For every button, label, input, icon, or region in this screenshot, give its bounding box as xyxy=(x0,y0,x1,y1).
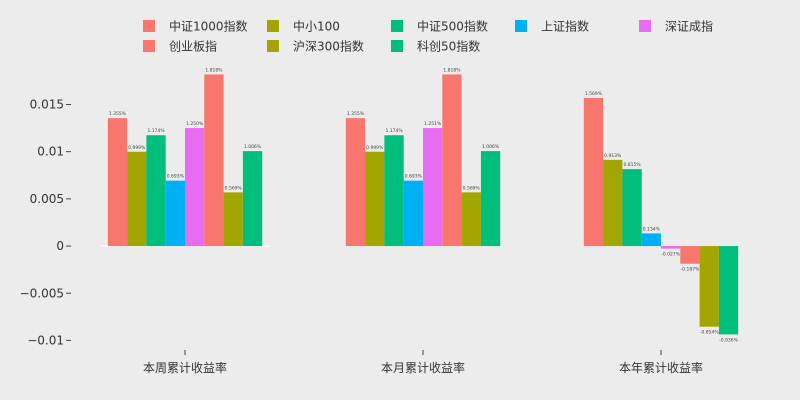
bar xyxy=(365,152,384,246)
bar xyxy=(146,135,165,246)
legend-label: 上证指数 xyxy=(541,19,589,34)
data-label: 1.250% xyxy=(186,121,204,127)
legend-swatch xyxy=(143,40,155,52)
bar xyxy=(661,246,680,249)
legend-item[interactable]: 沪深300指数 xyxy=(267,39,364,54)
bar xyxy=(384,135,403,246)
y-tick-label: 0.005 xyxy=(30,192,64,206)
data-label: 1.006% xyxy=(482,144,500,150)
bar xyxy=(719,246,738,334)
legend-label: 中证1000指数 xyxy=(169,19,248,34)
bars xyxy=(108,74,738,334)
y-tick-label: −0.01 xyxy=(27,333,64,347)
bar xyxy=(346,118,365,246)
bar xyxy=(481,151,500,246)
data-label: 0.999% xyxy=(128,145,146,151)
legend-item[interactable]: 科创50指数 xyxy=(391,39,480,54)
legend-item[interactable]: 创业板指 xyxy=(143,39,217,54)
data-label: -0.936% xyxy=(719,337,739,343)
y-tick-label: −0.005 xyxy=(20,286,64,300)
data-label: -0.027% xyxy=(661,252,681,258)
data-label: 0.999% xyxy=(366,145,384,151)
data-label: 1.355% xyxy=(109,111,127,117)
bar xyxy=(127,152,146,246)
bar xyxy=(462,192,481,246)
bar xyxy=(423,128,442,246)
data-label: 0.815% xyxy=(623,162,641,168)
bar xyxy=(680,246,699,264)
legend-label: 中小100 xyxy=(293,19,340,34)
bar xyxy=(204,74,223,246)
legend-label: 沪深300指数 xyxy=(293,39,364,54)
legend-item[interactable]: 上证指数 xyxy=(515,19,589,34)
bar xyxy=(642,233,661,246)
y-tick-label: 0.01 xyxy=(37,145,64,159)
legend-swatch xyxy=(143,20,155,32)
legend-label: 科创50指数 xyxy=(417,39,480,54)
bar xyxy=(404,181,423,246)
legend-label: 深证成指 xyxy=(665,19,713,34)
legend-item[interactable]: 中证500指数 xyxy=(391,19,488,34)
data-label: 1.818% xyxy=(443,67,461,73)
data-label: 0.134% xyxy=(643,226,661,232)
bar xyxy=(224,192,243,246)
data-label: 1.006% xyxy=(244,144,262,150)
legend-swatch xyxy=(267,40,279,52)
data-label: -0.187% xyxy=(681,267,701,273)
x-tick-label: 本月累计收益率 xyxy=(381,360,465,375)
bar xyxy=(166,181,185,246)
data-label: 0.913% xyxy=(604,153,622,159)
data-label: 0.569% xyxy=(225,185,243,191)
data-label: -0.854% xyxy=(700,330,720,336)
bar xyxy=(584,98,603,246)
data-label: 0.693% xyxy=(167,174,185,180)
legend-swatch xyxy=(391,40,403,52)
legend-item[interactable]: 中证1000指数 xyxy=(143,19,248,34)
data-label: 0.569% xyxy=(463,185,481,191)
x-tick-label: 本周累计收益率 xyxy=(143,360,227,375)
x-tick-label: 本年累计收益率 xyxy=(619,360,703,375)
legend-label: 创业板指 xyxy=(169,39,217,54)
data-label: 0.693% xyxy=(405,174,423,180)
legend-label: 中证500指数 xyxy=(417,19,488,34)
bar xyxy=(108,118,127,246)
data-label: 1.355% xyxy=(347,111,365,117)
legend-swatch xyxy=(391,20,403,32)
y-tick-label: 0 xyxy=(56,239,64,253)
data-label: 1.174% xyxy=(385,128,403,134)
data-label: 1.251% xyxy=(424,121,442,127)
legend-item[interactable]: 中小100 xyxy=(267,19,340,34)
legend-swatch xyxy=(515,20,527,32)
bar xyxy=(700,246,719,327)
data-label: 1.174% xyxy=(147,128,165,134)
y-tick-label: 0.015 xyxy=(30,97,64,111)
bar xyxy=(603,160,622,246)
bar xyxy=(622,169,641,246)
bar xyxy=(185,128,204,246)
bar xyxy=(442,74,461,246)
bar xyxy=(243,151,262,246)
legend-swatch xyxy=(639,20,651,32)
data-label: 1.818% xyxy=(205,67,223,73)
data-label: 1.569% xyxy=(585,91,603,97)
x-axis: 本周累计收益率 本月累计收益率 本年累计收益率 xyxy=(143,350,703,375)
legend-swatch xyxy=(267,20,279,32)
legend-item[interactable]: 深证成指 xyxy=(639,19,713,34)
